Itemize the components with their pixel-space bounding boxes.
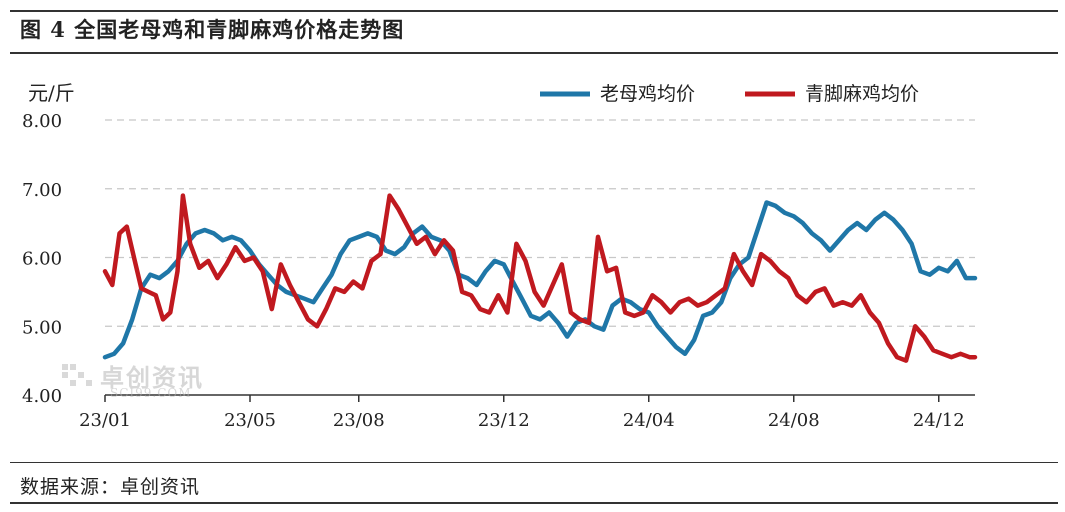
x-tick-label: 23/12 xyxy=(478,410,530,431)
source-top-rule xyxy=(10,462,1058,463)
x-tick-label: 23/08 xyxy=(333,410,385,431)
x-tick-label: 24/08 xyxy=(768,410,820,431)
x-tick-label: 24/04 xyxy=(623,410,675,431)
watermark-logo-icon xyxy=(62,364,92,386)
series-line-1 xyxy=(102,200,978,360)
y-tick-label: 4.00 xyxy=(22,386,62,407)
top-rule xyxy=(10,10,1058,12)
figure-title: 图 4 全国老母鸡和青脚麻鸡价格走势图 xyxy=(20,17,405,42)
y-axis-label: 元/斤 xyxy=(28,81,75,105)
x-tick-label: 24/12 xyxy=(913,410,965,431)
watermark-text-cn: 卓创资讯 xyxy=(100,364,204,392)
y-tick-label: 5.00 xyxy=(22,317,62,338)
line-chart: 8.00 7.00 6.00 5.00 4.00 元/斤 23/01 23/05 23/08 23… xyxy=(22,81,978,431)
legend-label-2: 青脚麻鸡均价 xyxy=(805,83,919,105)
bottom-rule xyxy=(10,502,1058,504)
y-tick-label: 6.00 xyxy=(22,249,62,270)
y-tick-label: 8.00 xyxy=(22,111,62,132)
x-tick-label: 23/01 xyxy=(79,410,131,431)
watermark-text-en: SCI99.COM xyxy=(110,386,192,400)
x-tick-label: 23/05 xyxy=(224,410,276,431)
title-underline xyxy=(10,52,1058,54)
series-line-2 xyxy=(102,193,978,363)
source-note: 数据来源：卓创资讯 xyxy=(20,476,201,498)
y-tick-label: 7.00 xyxy=(22,180,62,201)
legend-label-1: 老母鸡均价 xyxy=(600,83,695,105)
chart-area: 8.00 7.00 6.00 5.00 4.00 元/斤 23/01 23/05 23/08 23… xyxy=(0,70,1065,460)
